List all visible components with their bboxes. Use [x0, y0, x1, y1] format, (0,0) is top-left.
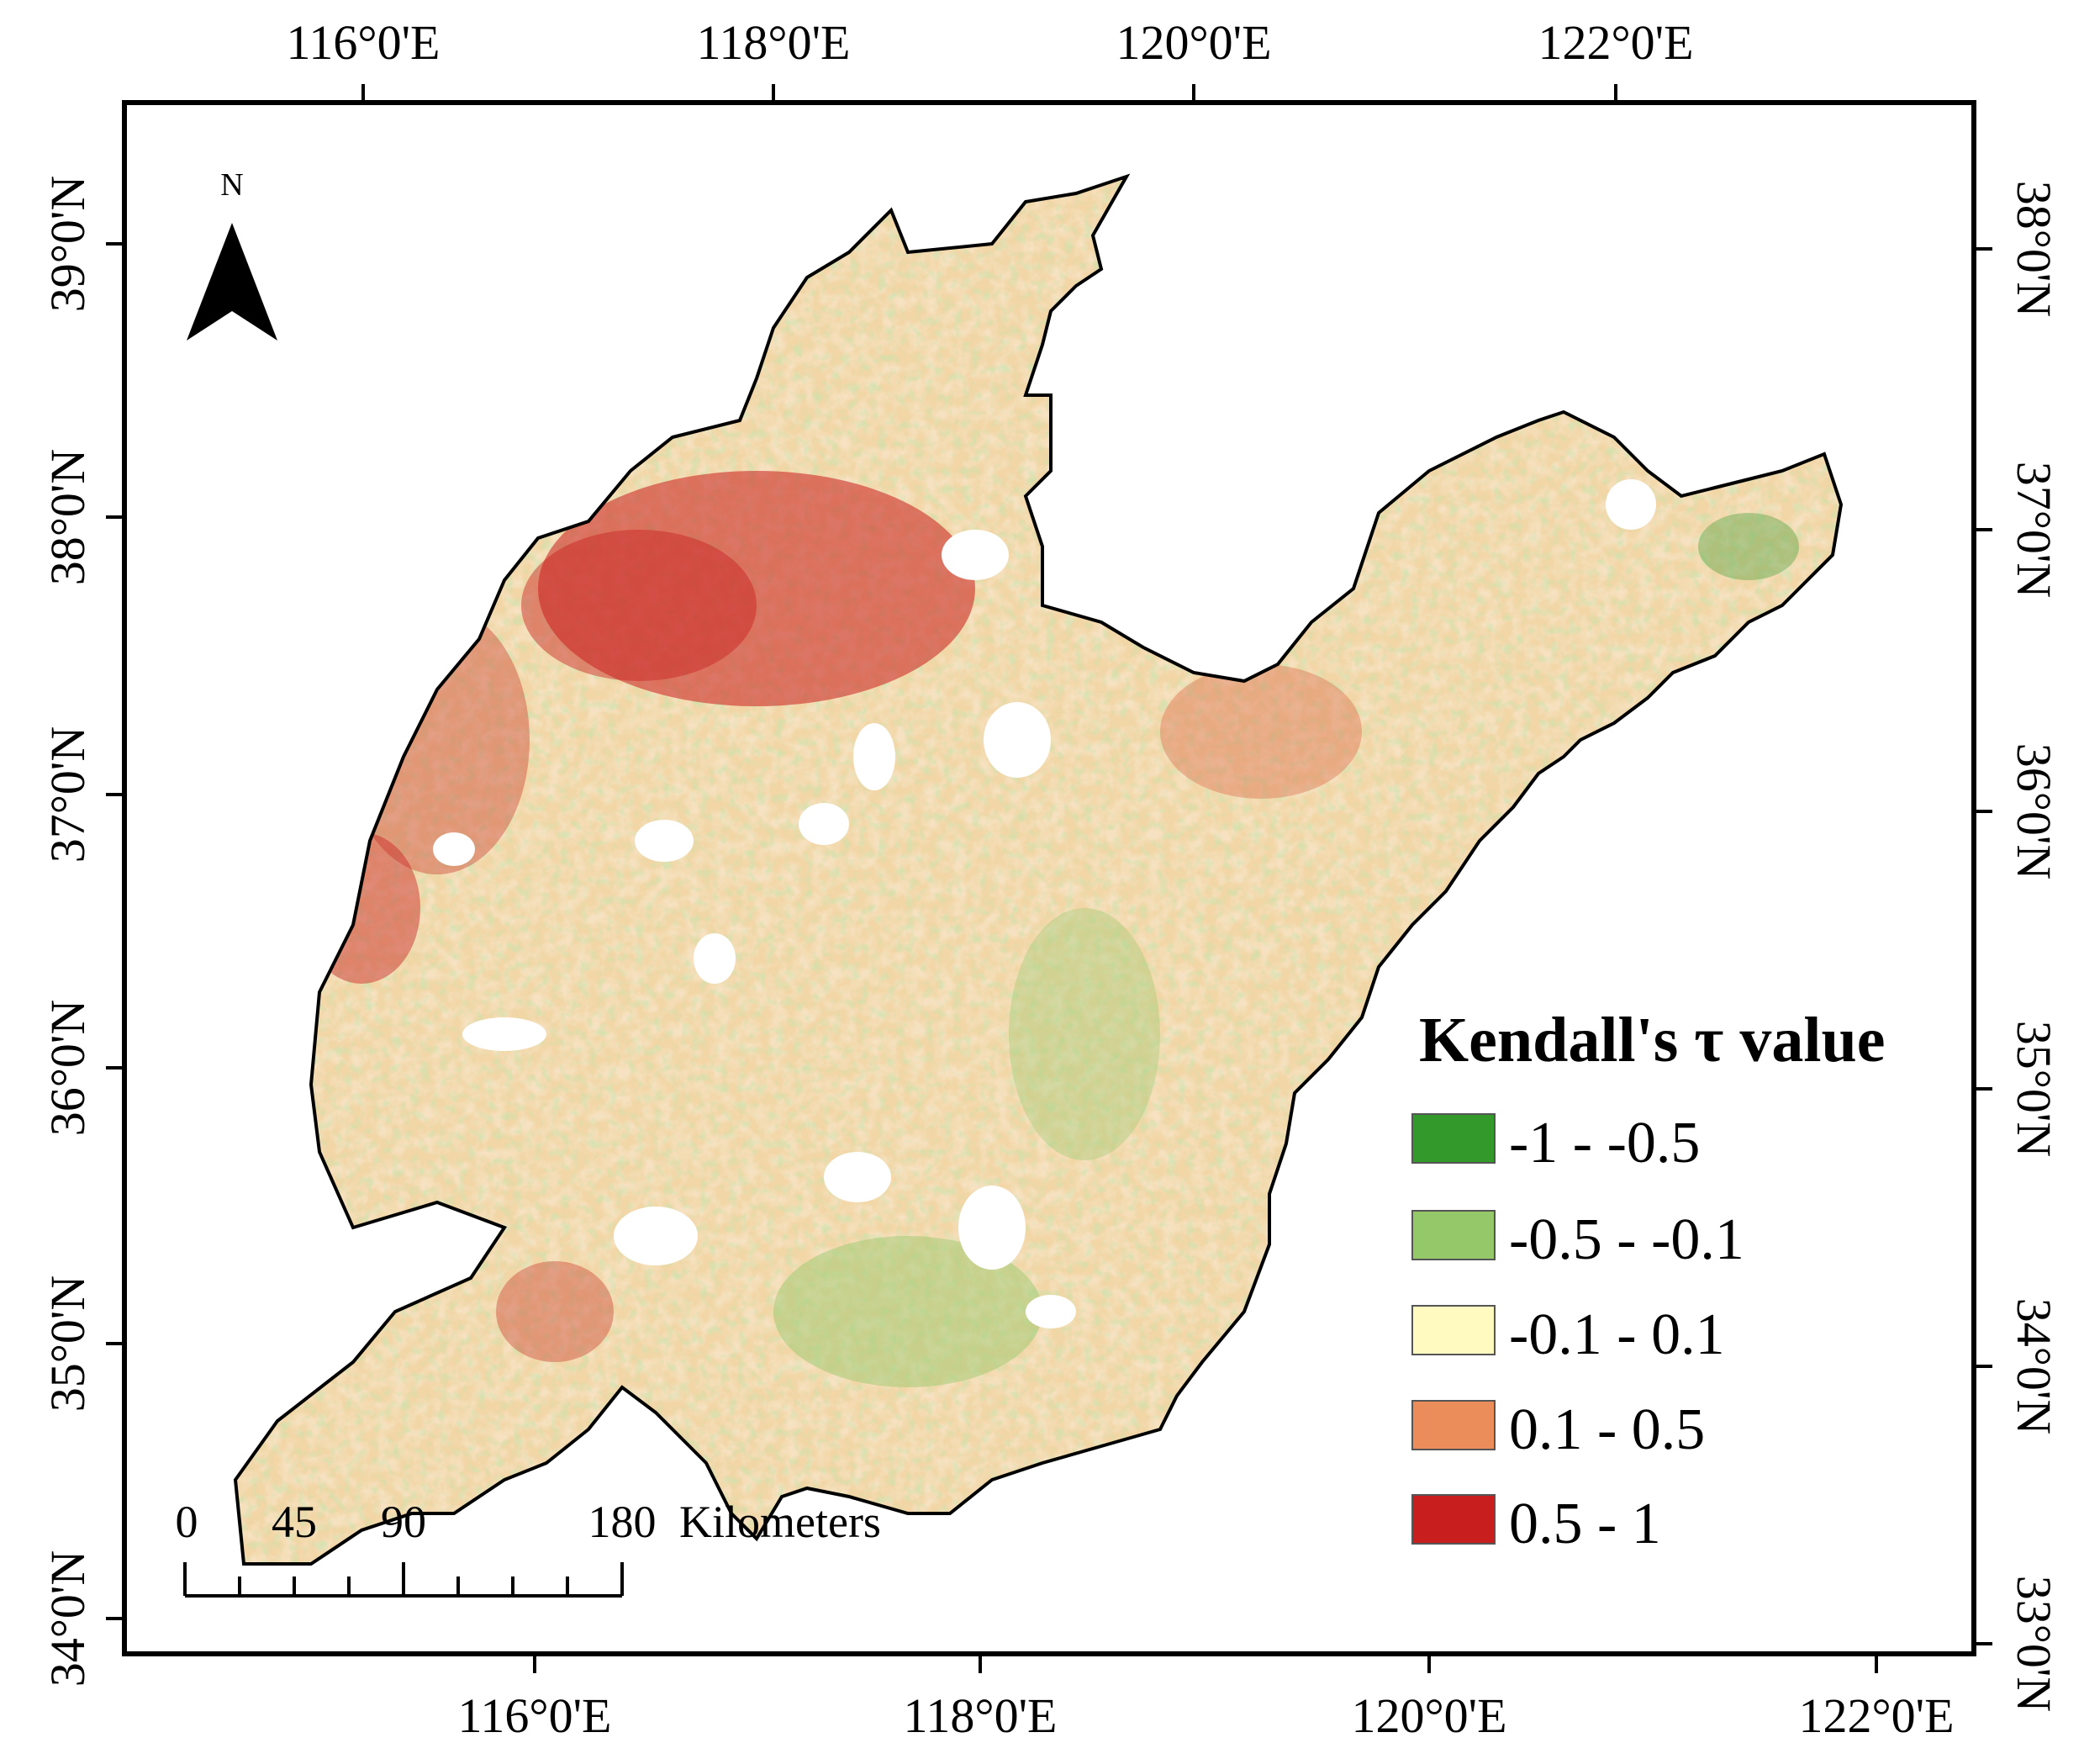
scale-tick-label: 0	[176, 1497, 198, 1547]
bottom-longitude-labels: 116°0'E 118°0'E 120°0'E 122°0'E	[458, 1688, 1955, 1743]
scale-unit-label: Kilometers	[679, 1497, 881, 1547]
top-lon-label: 120°0'E	[1116, 15, 1271, 70]
legend-title: Kendall's τ value	[1419, 1005, 1885, 1075]
right-latitude-labels: 38°0'N 37°0'N 36°0'N 35°0'N 34°0'N 33°0'…	[2007, 181, 2061, 1713]
left-lat-label: 39°0'N	[40, 176, 95, 313]
top-tick-marks	[361, 84, 1617, 103]
right-lat-label: 35°0'N	[2007, 1021, 2061, 1158]
top-lon-label: 118°0'E	[697, 15, 851, 70]
legend-swatch	[1411, 1113, 1496, 1164]
right-lat-label: 33°0'N	[2007, 1576, 2061, 1713]
bottom-lon-label: 120°0'E	[1351, 1688, 1506, 1743]
right-lat-label: 38°0'N	[2007, 181, 2061, 318]
legend-swatch	[1411, 1305, 1496, 1355]
left-lat-label: 36°0'N	[40, 1000, 95, 1137]
right-lat-label: 34°0'N	[2007, 1298, 2061, 1435]
scale-tick-label: 180	[588, 1497, 657, 1547]
legend-label: 0.5 - 1	[1509, 1492, 1661, 1556]
bottom-tick-marks	[533, 1654, 1878, 1673]
legend-swatch	[1411, 1400, 1496, 1450]
legend-label: -0.1 - 0.1	[1509, 1302, 1725, 1367]
legend-swatch	[1411, 1210, 1496, 1260]
right-tick-marks	[1974, 247, 1992, 1645]
legend: Kendall's τ value -1 - -0.5 -0.5 - -0.1 …	[1411, 1005, 1885, 1556]
top-longitude-labels: 116°0'E 118°0'E 120°0'E 122°0'E	[287, 15, 1694, 70]
legend-label: 0.1 - 0.5	[1509, 1397, 1705, 1462]
left-lat-label: 37°0'N	[40, 726, 95, 864]
scale-bar: 0 45 90 180 Kilometers	[176, 1497, 881, 1598]
right-lat-label: 36°0'N	[2007, 743, 2061, 880]
top-lon-label: 122°0'E	[1538, 15, 1693, 70]
left-latitude-labels: 39°0'N 38°0'N 37°0'N 36°0'N 35°0'N 34°0'…	[40, 176, 95, 1687]
right-lat-label: 37°0'N	[2007, 462, 2061, 599]
left-lat-label: 34°0'N	[40, 1550, 95, 1687]
legend-swatch	[1411, 1494, 1496, 1545]
legend-label: -1 - -0.5	[1509, 1111, 1700, 1175]
north-label: N	[220, 167, 243, 203]
bottom-lon-label: 118°0'E	[904, 1688, 1058, 1743]
left-lat-label: 38°0'N	[40, 449, 95, 586]
left-lat-label: 35°0'N	[40, 1275, 95, 1413]
north-arrow-icon	[187, 223, 277, 341]
scale-tick-label: 45	[272, 1497, 317, 1547]
bottom-lon-label: 116°0'E	[458, 1688, 612, 1743]
bottom-lon-label: 122°0'E	[1798, 1688, 1954, 1743]
left-tick-marks	[106, 242, 124, 1620]
top-lon-label: 116°0'E	[287, 15, 441, 70]
scale-tick-label: 90	[381, 1497, 426, 1547]
legend-label: -0.5 - -0.1	[1509, 1207, 1744, 1272]
